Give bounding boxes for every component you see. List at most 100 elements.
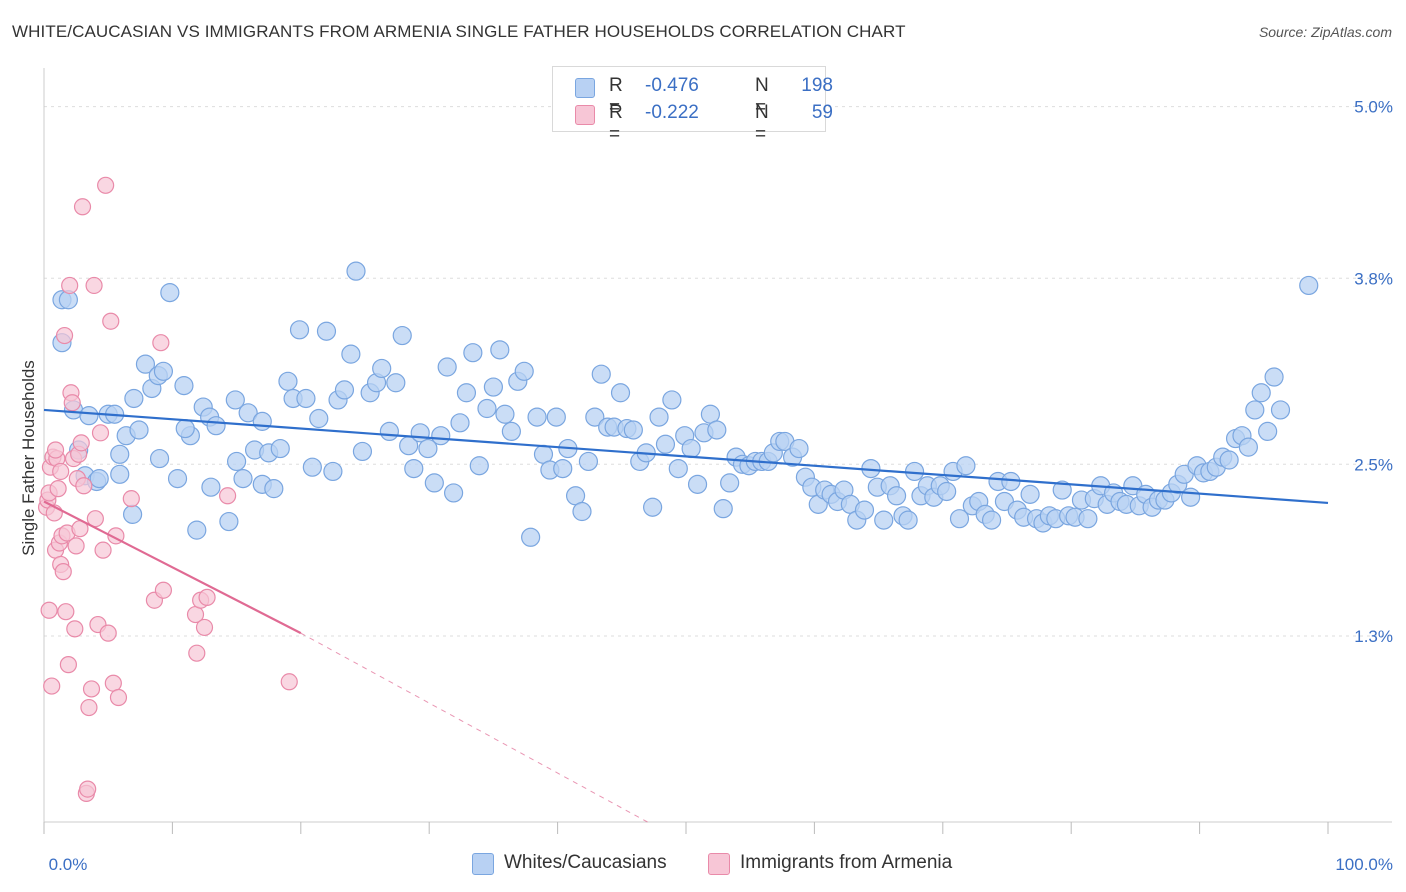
- bottom-legend-label: Immigrants from Armenia: [740, 852, 953, 873]
- data-point-whites: [437, 357, 457, 377]
- data-point-armenia: [82, 680, 101, 698]
- data-point-armenia: [80, 698, 98, 717]
- data-point-whites: [1251, 383, 1271, 403]
- data-point-whites: [187, 520, 207, 540]
- legend-swatch-blue: [575, 78, 595, 98]
- data-point-whites: [610, 383, 631, 403]
- data-point-whites: [424, 473, 444, 493]
- trend-line-whites: [43, 408, 1329, 505]
- data-point-whites: [514, 361, 534, 381]
- x-tick-label: 0.0%: [49, 855, 88, 874]
- data-point-whites: [1181, 487, 1201, 507]
- bottom-legend-swatch-blue: [472, 853, 494, 875]
- data-point-armenia: [46, 441, 65, 459]
- legend-r-value: -0.222: [645, 102, 699, 123]
- label-layer: 1.3% 2.5% 3.8% 5.0% 0.0% 100.0% Single Father …: [19, 98, 1393, 874]
- data-point-whites: [167, 469, 188, 489]
- data-point-armenia: [75, 477, 93, 495]
- data-point-armenia: [99, 624, 117, 642]
- data-point-whites: [379, 421, 399, 441]
- data-point-armenia: [94, 541, 112, 559]
- data-point-armenia: [67, 537, 85, 555]
- data-point-armenia: [152, 334, 170, 352]
- data-point-whites: [937, 481, 957, 502]
- data-point-whites: [341, 344, 361, 364]
- data-point-whites: [270, 438, 290, 459]
- data-point-armenia: [97, 176, 115, 194]
- data-point-whites: [160, 283, 180, 303]
- data-point-whites: [278, 371, 298, 391]
- y-tick-label: 5.0%: [1354, 98, 1393, 117]
- y-tick-label: 3.8%: [1354, 269, 1393, 288]
- data-point-whites: [386, 373, 406, 393]
- y-axis-label: Single Father Households: [19, 360, 38, 556]
- data-point-armenia: [79, 780, 97, 798]
- series-whites-points: [52, 261, 1319, 547]
- data-point-whites: [546, 407, 566, 427]
- source-label: Source: ZipAtlas.com: [1258, 24, 1392, 40]
- data-point-whites: [135, 354, 156, 374]
- data-point-whites: [1078, 509, 1098, 529]
- data-point-whites: [477, 398, 497, 419]
- y-tick-label: 1.3%: [1354, 627, 1393, 646]
- data-point-whites: [316, 321, 337, 341]
- data-point-whites: [264, 479, 284, 499]
- data-point-whites: [789, 438, 809, 459]
- data-point-whites: [527, 407, 547, 427]
- series-armenia-points: [37, 176, 298, 802]
- data-point-whites: [668, 459, 688, 479]
- data-point-armenia: [72, 434, 90, 452]
- data-point-whites: [110, 444, 130, 464]
- data-point-whites: [553, 459, 573, 479]
- data-point-whites: [233, 469, 253, 489]
- data-point-whites: [219, 511, 239, 532]
- data-point-armenia: [219, 487, 237, 505]
- data-point-whites: [898, 510, 918, 530]
- data-point-whites: [1052, 480, 1072, 500]
- data-point-whites: [707, 420, 727, 440]
- data-point-armenia: [122, 490, 140, 508]
- data-point-armenia: [63, 394, 81, 412]
- data-point-whites: [110, 464, 130, 484]
- data-point-whites: [713, 499, 733, 519]
- grid-layer: [44, 106, 1392, 637]
- legend-r-label: R =: [609, 75, 623, 118]
- data-point-armenia: [109, 688, 128, 707]
- data-point-whites: [1264, 367, 1284, 387]
- data-point-whites: [149, 448, 170, 469]
- data-point-whites: [309, 408, 329, 429]
- data-point-whites: [352, 441, 373, 462]
- data-point-armenia: [49, 480, 67, 498]
- legend-n-label: N =: [755, 102, 769, 145]
- legend-swatch-pink: [575, 105, 595, 125]
- data-point-armenia: [59, 656, 77, 674]
- data-point-whites: [1219, 450, 1239, 470]
- data-point-whites: [483, 377, 503, 397]
- data-point-whites: [981, 510, 1002, 530]
- data-point-armenia: [52, 462, 70, 481]
- data-point-whites: [501, 421, 521, 441]
- data-point-armenia: [102, 312, 120, 330]
- data-point-armenia: [104, 674, 122, 692]
- data-point-whites: [89, 469, 109, 489]
- data-point-whites: [578, 451, 599, 472]
- data-point-armenia: [188, 644, 206, 662]
- data-point-whites: [1258, 421, 1278, 441]
- legend-n-label: N =: [755, 75, 769, 118]
- data-point-whites: [495, 404, 515, 424]
- data-point-whites: [404, 459, 424, 479]
- data-point-whites: [874, 510, 894, 530]
- data-point-armenia: [66, 620, 84, 638]
- data-point-whites: [521, 527, 541, 547]
- trend-layer: [43, 408, 1329, 823]
- data-point-whites: [720, 473, 740, 493]
- data-point-whites: [469, 456, 489, 476]
- data-point-whites: [252, 411, 272, 431]
- data-point-whites: [1020, 484, 1040, 504]
- data-point-whites: [323, 461, 343, 482]
- data-point-whites: [886, 486, 907, 506]
- data-point-whites: [1270, 400, 1291, 420]
- data-point-whites: [623, 420, 643, 440]
- data-point-whites: [591, 364, 611, 384]
